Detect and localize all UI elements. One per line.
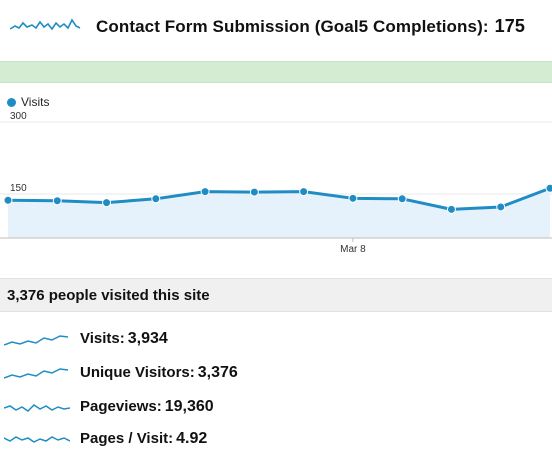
metric-name: Visits: (80, 330, 125, 347)
sparkline-icon (4, 436, 70, 443)
series-line-visits (7, 186, 551, 211)
data-point[interactable] (151, 194, 161, 204)
y-tick-label: 300 (10, 111, 27, 122)
summary-text: 3,376 people visited this site (7, 287, 210, 304)
sparkline-icon (10, 18, 81, 31)
data-point[interactable] (52, 196, 62, 206)
legend-label: Visits (21, 95, 50, 109)
data-point[interactable] (3, 195, 13, 205)
data-point[interactable] (446, 204, 456, 214)
metric-label: Unique Visitors: 3,376 (80, 364, 238, 382)
data-point[interactable] (102, 198, 112, 208)
y-tick-label: 150 (10, 183, 27, 194)
visits-chart: 150 300 Mar 8 Visits (0, 84, 552, 264)
visitors-summary: 3,376 people visited this site (0, 278, 552, 312)
data-point[interactable] (496, 202, 506, 212)
goal-value: 175 (494, 16, 525, 36)
metric-name: Unique Visitors: (80, 364, 195, 381)
metric-value: 3,934 (127, 330, 168, 347)
chart-legend[interactable]: Visits (7, 95, 49, 109)
metric-label: Pageviews: 19,360 (80, 398, 214, 416)
metric-value: 3,376 (197, 364, 238, 381)
metric-visits[interactable]: Visits: 3,934 (0, 328, 552, 358)
metric-name: Pages / Visit: (80, 430, 174, 447)
data-point[interactable] (299, 187, 309, 197)
x-tick-label: Mar 8 (340, 244, 366, 255)
data-point[interactable] (348, 193, 358, 203)
goal-header: Contact Form Submission (Goal5 Completio… (0, 0, 552, 58)
metric-pageviews[interactable]: Pageviews: 19,360 (0, 396, 552, 426)
area-fill (8, 188, 550, 238)
metric-value: 4.92 (176, 430, 208, 447)
legend-dot-icon (7, 97, 16, 107)
metric-unique-visitors[interactable]: Unique Visitors: 3,376 (0, 362, 552, 392)
goal-title: Contact Form Submission (Goal5 Completio… (96, 16, 525, 37)
goal-progress-bar (0, 61, 552, 83)
data-point[interactable] (545, 183, 552, 193)
metric-label: Visits: 3,934 (80, 330, 168, 348)
metric-label: Pages / Visit: 4.92 (80, 430, 207, 448)
data-point[interactable] (200, 187, 210, 197)
metric-value: 19,360 (164, 398, 214, 415)
metric-pages-per-visit[interactable]: Pages / Visit: 4.92 (0, 428, 552, 451)
visits-chart-svg: 150 300 Mar 8 (0, 111, 552, 255)
sparkline-icon (4, 404, 70, 412)
sparkline-icon (4, 368, 69, 379)
data-point[interactable] (249, 187, 259, 197)
data-point[interactable] (397, 194, 407, 204)
sparkline-icon (4, 335, 69, 346)
metric-name: Pageviews: (80, 398, 162, 415)
goal-title-text: Contact Form Submission (Goal5 Completio… (96, 17, 489, 36)
